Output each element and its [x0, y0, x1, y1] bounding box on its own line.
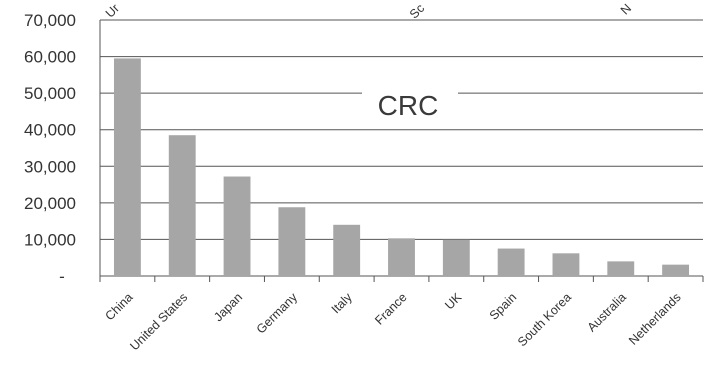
clipped-top-label: N — [618, 1, 634, 17]
y-tick-label: 20,000 — [24, 194, 76, 213]
x-tick-label: Germany — [254, 290, 301, 337]
bar-netherlands — [662, 264, 690, 276]
x-tick-label: United States — [127, 290, 190, 353]
y-tick-label: 60,000 — [24, 48, 76, 67]
bars — [113, 58, 690, 277]
y-tick-label: 30,000 — [24, 157, 76, 176]
x-tick-label: China — [103, 290, 136, 323]
y-axis-tick-labels: - 10,000 20,000 30,000 40,000 50,000 60,000 70,… — [24, 11, 76, 286]
x-tick-label: UK — [442, 290, 465, 313]
bar-italy — [333, 224, 361, 276]
bar-australia — [607, 261, 635, 276]
y-tick-label: 10,000 — [24, 230, 76, 249]
x-tick-label: France — [372, 290, 409, 327]
bar-spain — [497, 248, 525, 276]
chart-title: CRC — [378, 90, 439, 121]
x-tick-label: Japan — [211, 290, 245, 324]
y-tick-label: 70,000 — [24, 11, 76, 30]
x-tick-label: Netherlands — [626, 290, 684, 348]
bar-france — [388, 238, 415, 276]
x-tick-label: South Korea — [515, 290, 574, 349]
bar-japan — [223, 176, 251, 276]
clipped-top-label: Sc — [407, 1, 427, 21]
clipped-top-label: Ur — [103, 1, 122, 20]
y-tick-label: 50,000 — [24, 84, 76, 103]
bar-uk — [442, 239, 470, 276]
bar-south-korea — [552, 253, 580, 276]
x-tick-label: Spain — [487, 290, 520, 323]
bar-china — [113, 58, 141, 277]
bar-united-states — [168, 135, 196, 276]
bar-germany — [278, 207, 306, 276]
chart-title-background — [362, 86, 458, 122]
x-tick-label: Italy — [329, 290, 356, 317]
clipped-top-labels: Ur Sc N — [103, 1, 634, 21]
x-tick-label: Australia — [585, 290, 629, 334]
y-tick-label: - — [59, 267, 65, 286]
y-tick-label: 40,000 — [24, 121, 76, 140]
